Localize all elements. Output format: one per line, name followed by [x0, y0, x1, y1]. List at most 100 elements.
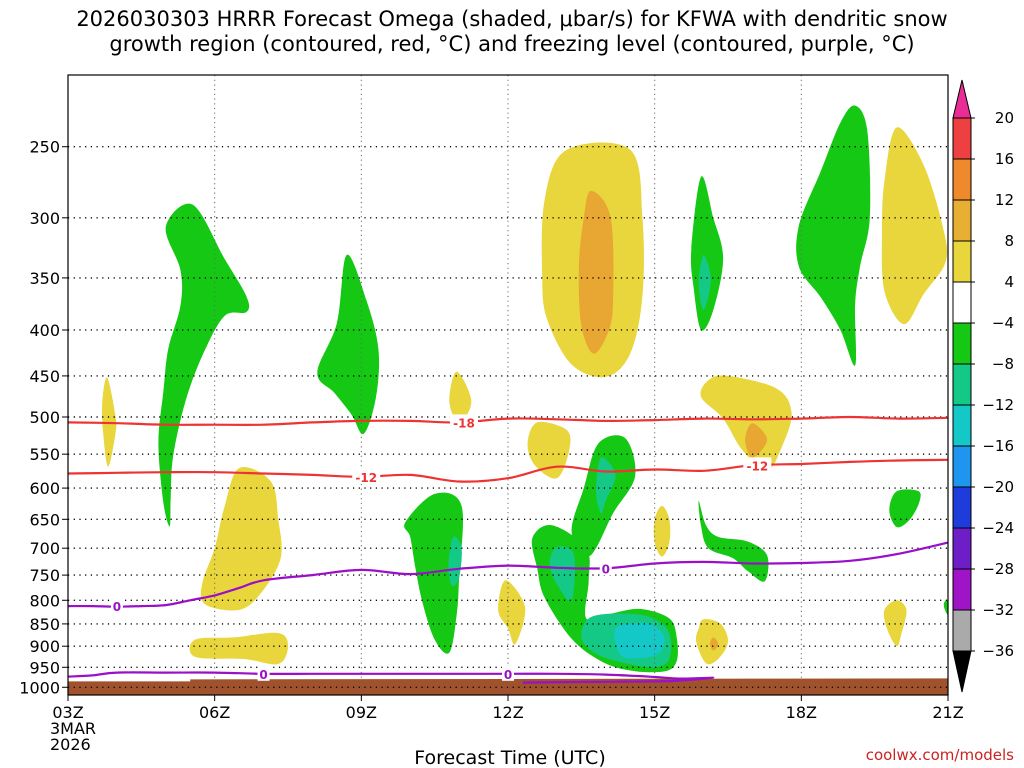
chart-title-line2: growth region (contoured, red, °C) and f… [109, 32, 914, 56]
isotherm-minus18-label: -18 [453, 416, 475, 430]
colorbar-label-11: −28 [982, 560, 1014, 578]
colorbar-swatch-13 [952, 609, 972, 652]
colorbar-label-7: −12 [982, 396, 1014, 414]
contour-lines: -18 -12 -12 0 0 0 0 [67, 414, 949, 684]
colorbar-label-2: 12 [995, 191, 1014, 209]
colorbar-swatch-3 [952, 199, 972, 242]
omega-region-1 [158, 203, 250, 527]
isotherm-minus12-label: -12 [355, 471, 377, 485]
isotherm-minus18 [67, 415, 949, 426]
freezing-level-label-a-bg [110, 598, 123, 614]
x-tick-label-12Z: 12Z [492, 703, 523, 722]
y-tick-label-650: 650 [29, 510, 60, 529]
colorbar-swatch-1 [952, 117, 972, 160]
omega-region-10 [700, 375, 792, 471]
y-tick-label-800: 800 [29, 591, 60, 610]
x-date-line1: 3MAR [50, 719, 96, 738]
colorbar-swatch-6 [952, 322, 972, 365]
y-tick-label-400: 400 [29, 321, 60, 340]
colorbar-label-1: 16 [995, 150, 1014, 168]
y-tick-label-600: 600 [29, 479, 60, 498]
y-tick-label-950: 950 [29, 658, 60, 677]
isotherm-minus12-label-2: -12 [746, 459, 768, 473]
colorbar-swatch-5 [952, 281, 972, 324]
omega-region-30 [943, 599, 949, 615]
colorbar-label-5: −4 [992, 314, 1014, 332]
omega-region-25 [709, 637, 719, 651]
x-axis-label: Forecast Time (UTC) [414, 747, 605, 768]
omega-region-16 [498, 580, 526, 645]
colorbar-label-10: −24 [982, 519, 1014, 537]
x-axis: 03Z 06Z 09Z 12Z 15Z 18Z 21Z [52, 695, 964, 722]
colorbar-label-3: 8 [1004, 232, 1014, 250]
x-tick-label-06Z: 06Z [199, 703, 230, 722]
omega-shaded-regions [101, 105, 949, 673]
y-tick-label-900: 900 [29, 637, 60, 656]
omega-region-5 [578, 190, 614, 354]
freezing-level-lower-label-b: 0 [504, 668, 512, 682]
omega-region-11 [745, 423, 768, 458]
omega-region-2 [317, 254, 380, 435]
omega-region-14 [404, 492, 464, 654]
chart-title-line1: 2026030303 HRRR Forecast Omega (shaded, … [76, 7, 947, 31]
y-tick-label-1000: 1000 [19, 678, 60, 697]
omega-region-7 [698, 254, 711, 311]
colorbar: 20 16 12 8 4 −4 −8 −12 −16 −20 −24 −28 −32 −36 [952, 79, 1014, 693]
y-axis: 250 300 350 400 450 500 550 600 650 700 750 800 850 9… [19, 138, 68, 697]
omega-region-23 [653, 505, 671, 557]
y-tick-label-300: 300 [29, 209, 60, 228]
omega-region-27 [889, 489, 921, 528]
y-tick-label-250: 250 [29, 138, 60, 157]
freezing-level-lower-label-a-bg [257, 665, 270, 681]
x-tick-label-18Z: 18Z [786, 703, 817, 722]
omega-region-15 [448, 536, 462, 587]
omega-region-22 [614, 622, 665, 659]
x-tick-label-21Z: 21Z [932, 703, 963, 722]
isotherm-minus12-label-bg [352, 468, 381, 484]
colorbar-swatch-4 [952, 240, 972, 283]
colorbar-swatch-10 [952, 486, 972, 529]
colorbar-swatch-12 [952, 568, 972, 611]
y-tick-label-700: 700 [29, 539, 60, 558]
y-tick-label-350: 350 [29, 269, 60, 288]
freezing-level-lower-label-a: 0 [259, 668, 267, 682]
colorbar-label-8: −16 [982, 437, 1014, 455]
omega-region-26 [698, 500, 769, 582]
omega-region-13 [200, 467, 282, 611]
colorbar-swatch-8 [952, 404, 972, 447]
omega-region-8 [796, 105, 871, 366]
colorbar-swatch-2 [952, 158, 972, 201]
x-tick-label-09Z: 09Z [346, 703, 377, 722]
freezing-level-label-b-bg [599, 560, 612, 576]
x-date-line2: 2026 [50, 735, 91, 754]
y-tick-label-550: 550 [29, 445, 60, 464]
omega-region-12 [527, 421, 571, 479]
freezing-level-line [67, 541, 949, 608]
isotherm-minus18-label-bg [450, 414, 478, 430]
x-tick-label-15Z: 15Z [639, 703, 670, 722]
colorbar-label-6: −8 [992, 355, 1014, 373]
colorbar-label-13: −36 [982, 642, 1014, 660]
freezing-level-label-a: 0 [113, 600, 121, 614]
colorbar-swatch-9 [952, 445, 972, 488]
freezing-level-lower-label-b-bg [502, 665, 514, 681]
colorbar-bottom-arrow [952, 650, 972, 693]
isotherm-minus12-label-2-bg [743, 457, 772, 473]
y-tick-label-450: 450 [29, 367, 60, 386]
colorbar-top-arrow [952, 79, 972, 119]
colorbar-label-9: −20 [982, 478, 1014, 496]
y-tick-label-850: 850 [29, 615, 60, 634]
omega-region-9 [881, 127, 948, 325]
colorbar-swatch-11 [952, 527, 972, 570]
omega-region-6 [690, 176, 724, 331]
x-tick-label-03Z: 03Z [52, 703, 83, 722]
omega-region-3 [449, 371, 472, 424]
y-tick-label-750: 750 [29, 566, 60, 585]
omega-region-20 [549, 546, 576, 602]
credit-text: coolwx.com/models [866, 746, 1014, 764]
colorbar-label-0: 20 [995, 109, 1014, 127]
isotherm-minus12 [67, 458, 949, 483]
colorbar-swatch-7 [952, 363, 972, 406]
y-tick-label-500: 500 [29, 408, 60, 427]
omega-region-29 [189, 632, 288, 665]
